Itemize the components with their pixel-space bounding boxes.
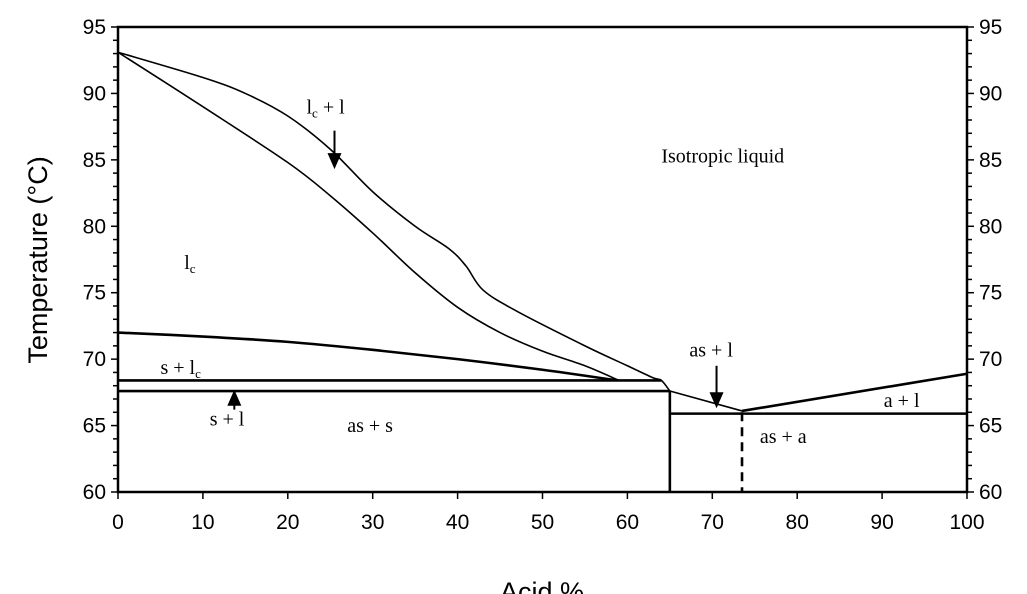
y-tick-label-left: 95 bbox=[83, 16, 106, 39]
region-label-text: a + l bbox=[884, 390, 920, 412]
y-axis-title: Temperature (°C) bbox=[23, 156, 53, 363]
arrow-head-icon bbox=[327, 153, 342, 170]
region-label-subscript: c bbox=[195, 366, 201, 381]
x-tick-label: 90 bbox=[870, 511, 893, 534]
region-label-text: l bbox=[306, 96, 312, 118]
region-label-subscript: c bbox=[312, 105, 318, 120]
plot-frame bbox=[116, 25, 969, 494]
x-tick-label: 20 bbox=[276, 511, 299, 534]
region-label-text: as + s bbox=[347, 415, 393, 437]
region-label-a-plus-l: a + l bbox=[884, 390, 920, 412]
region-label-isotropic-liquid: Isotropic liquid bbox=[661, 146, 784, 168]
y-tick-label-right: 70 bbox=[979, 348, 1002, 371]
x-tick-label: 0 bbox=[112, 511, 124, 534]
region-label-s-plus-lc: s + lc bbox=[160, 357, 201, 381]
region-label-subscript: c bbox=[190, 261, 196, 276]
region-label-text: s + l bbox=[160, 357, 195, 379]
y-tick-label-right: 60 bbox=[979, 481, 1002, 504]
y-tick-label-right: 90 bbox=[979, 82, 1002, 105]
region-label-as-plus-l: as + l bbox=[689, 339, 733, 361]
y-tick-label-left: 70 bbox=[83, 348, 106, 371]
arrow-head-icon bbox=[709, 392, 724, 409]
y-tick-label-left: 80 bbox=[83, 215, 106, 238]
y-tick-label-right: 80 bbox=[979, 215, 1002, 238]
region-label-text: s + l bbox=[210, 409, 245, 431]
boundary-s-lc-boundary bbox=[117, 331, 618, 382]
y-tick-label-left: 90 bbox=[83, 82, 106, 105]
region-label-text: + l bbox=[318, 96, 345, 118]
plot-marks: 60 60 65 65 70 70 75 75 80 80 85 85 90 90 95 95 0 10 20 30 4… bbox=[83, 16, 1003, 534]
x-tick-label: 70 bbox=[701, 511, 724, 534]
x-tick-label: 80 bbox=[786, 511, 809, 534]
y-tick-label-left: 60 bbox=[83, 481, 106, 504]
x-axis-title: Acid % bbox=[500, 577, 584, 594]
region-label-text: l bbox=[184, 252, 190, 274]
region-label-text: as + a bbox=[760, 426, 807, 448]
y-tick-label-right: 85 bbox=[979, 149, 1002, 172]
y-tick-label-right: 75 bbox=[979, 282, 1002, 305]
y-tick-label-right: 65 bbox=[979, 415, 1002, 438]
boundary-a-liquidus bbox=[741, 372, 968, 413]
region-label-text: as + l bbox=[689, 339, 733, 361]
region-label-as-plus-a: as + a bbox=[760, 426, 807, 448]
x-tick-label: 100 bbox=[949, 511, 984, 534]
boundary-as-liquidus bbox=[669, 390, 743, 412]
region-label-as-plus-s: as + s bbox=[347, 415, 393, 437]
y-tick-label-left: 75 bbox=[83, 282, 106, 305]
y-tick-label-left: 85 bbox=[83, 149, 106, 172]
x-tick-label: 50 bbox=[531, 511, 554, 534]
x-tick-label: 40 bbox=[446, 511, 469, 534]
region-label-s-plus-l: s + l bbox=[210, 409, 245, 431]
y-tick-label-right: 95 bbox=[979, 16, 1002, 39]
boundary-lower-liquidus bbox=[117, 51, 620, 382]
x-tick-label: 30 bbox=[361, 511, 384, 534]
region-label-text: Isotropic liquid bbox=[661, 146, 784, 168]
region-label-lc-plus-l: lc + l bbox=[306, 96, 345, 120]
arrow-head-icon bbox=[227, 389, 242, 406]
region-label-lc: lc bbox=[184, 252, 196, 276]
boundary-upper-liquidus bbox=[117, 51, 671, 392]
x-tick-label: 60 bbox=[616, 511, 639, 534]
y-tick-label-left: 65 bbox=[83, 415, 106, 438]
x-tick-label: 10 bbox=[191, 511, 214, 534]
